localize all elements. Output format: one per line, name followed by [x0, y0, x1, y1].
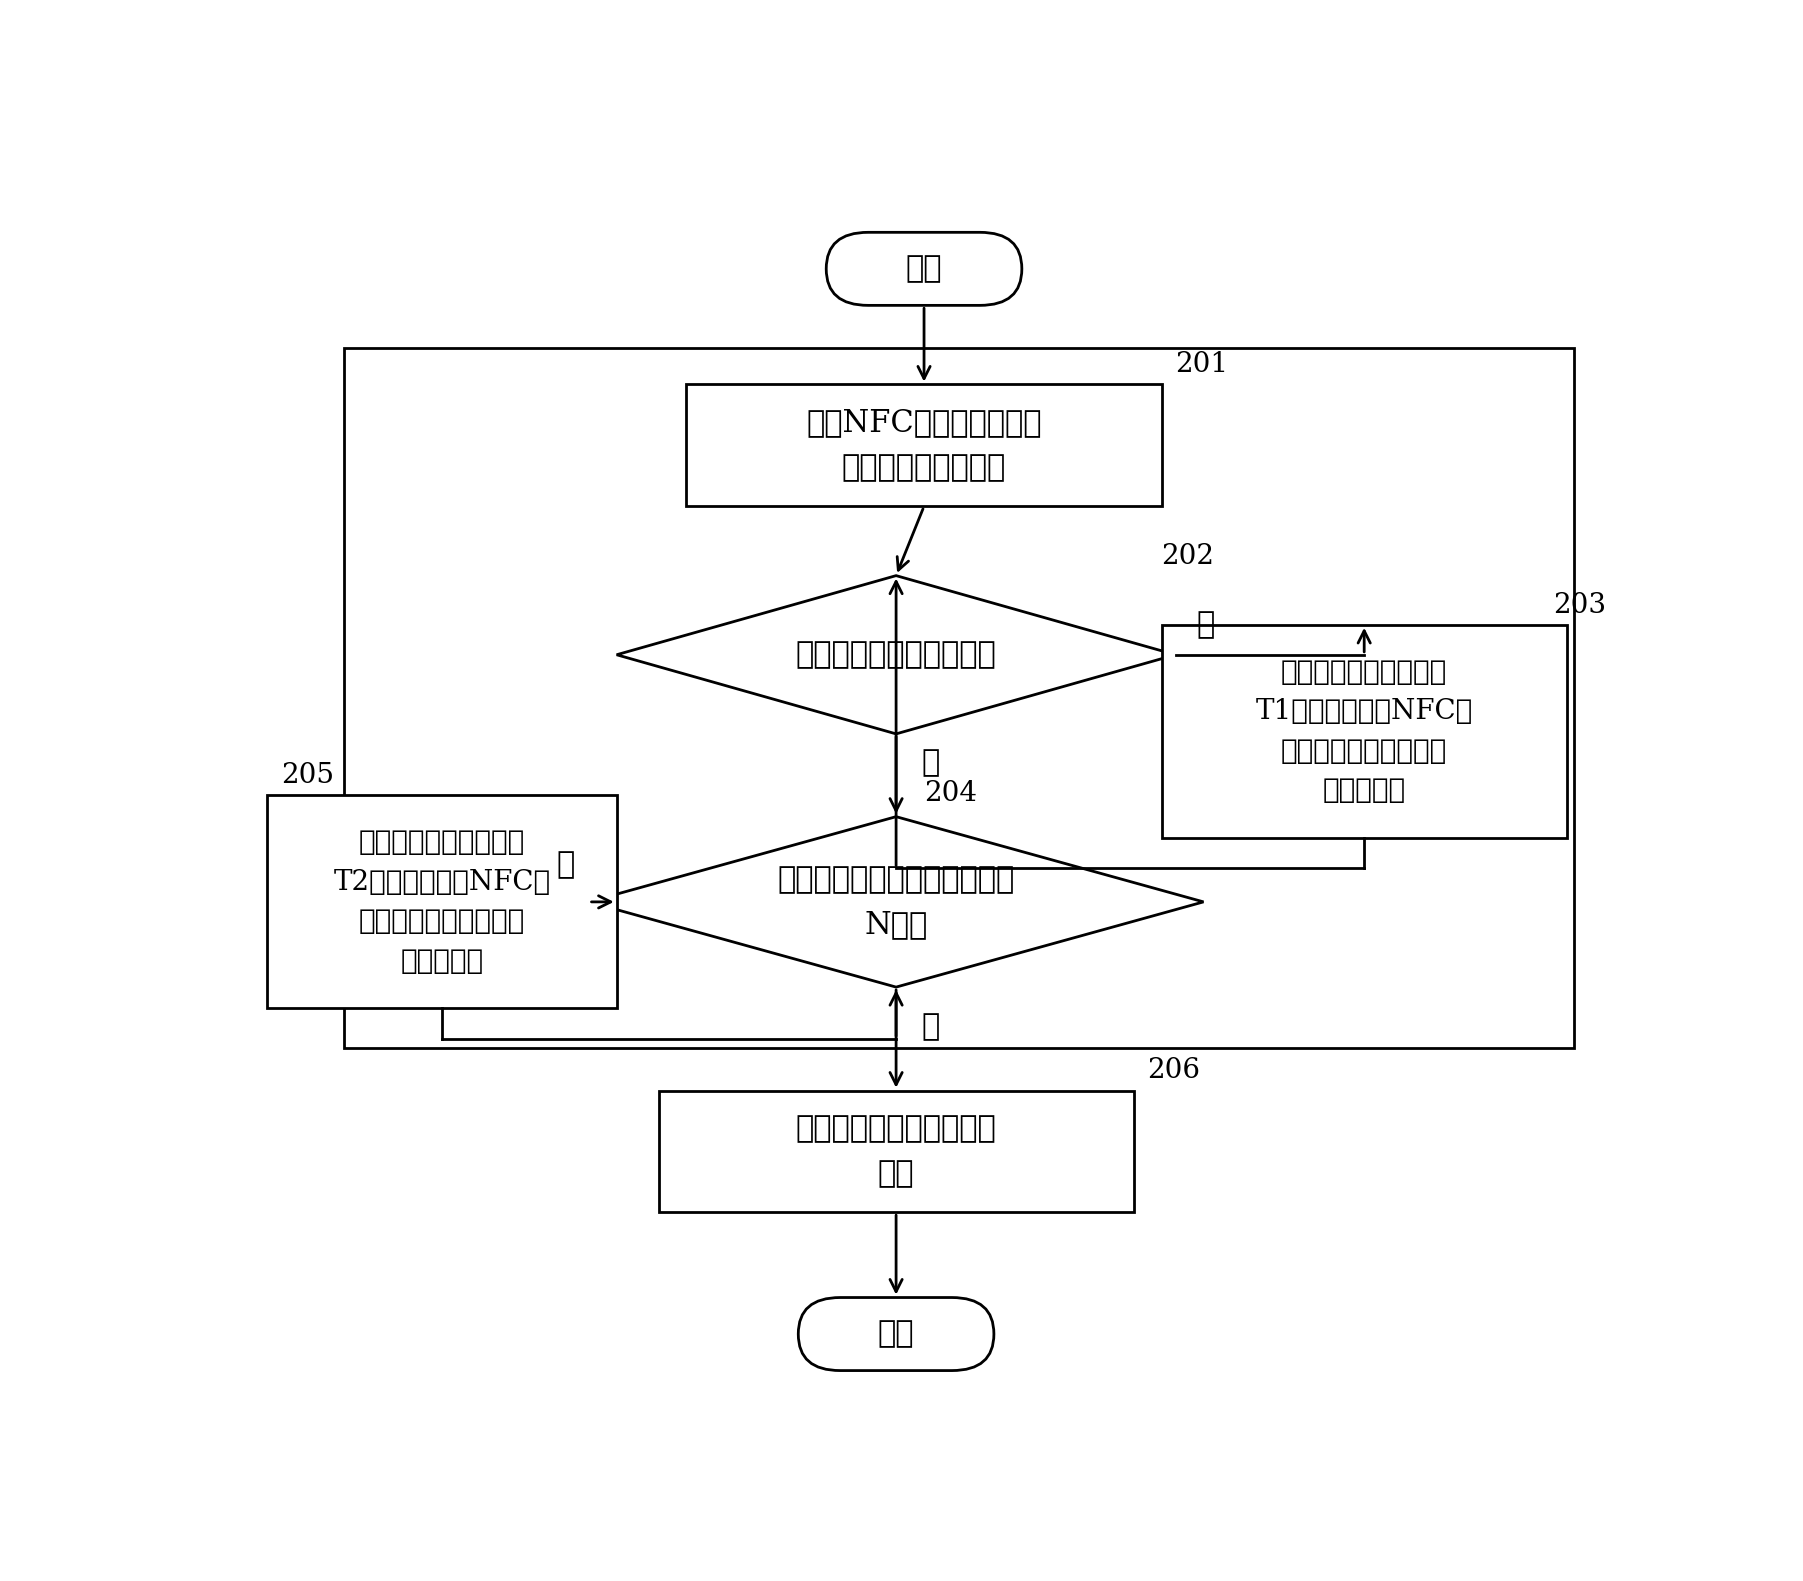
- Polygon shape: [617, 575, 1176, 734]
- Bar: [658, 1091, 1134, 1213]
- Text: 是: 是: [1197, 609, 1215, 640]
- Text: 201: 201: [1176, 351, 1228, 378]
- Text: 206: 206: [1149, 1058, 1201, 1085]
- Text: 结束: 结束: [878, 1319, 914, 1350]
- FancyBboxPatch shape: [826, 232, 1022, 305]
- Bar: [344, 348, 1574, 1048]
- Text: 开始: 开始: [905, 253, 943, 285]
- Bar: [687, 384, 1161, 506]
- Text: 202: 202: [1161, 542, 1215, 569]
- Text: 利用NFC功能，与外置标
签尝试建立通讯连接: 利用NFC功能，与外置标 签尝试建立通讯连接: [806, 408, 1042, 484]
- Text: 在预设的第一时间间隔
T1后，再次利用NFC功
能，与外置标签尝试建
立通讯连接: 在预设的第一时间间隔 T1后，再次利用NFC功 能，与外置标签尝试建 立通讯连接: [1255, 659, 1473, 805]
- Text: 通讯连接是否建立成功？: 通讯连接是否建立成功？: [795, 639, 997, 670]
- FancyBboxPatch shape: [799, 1298, 993, 1371]
- Text: 是: 是: [921, 1012, 939, 1042]
- Text: 否: 否: [557, 849, 575, 881]
- Text: 205: 205: [281, 762, 334, 789]
- Text: 204: 204: [925, 779, 977, 806]
- Bar: [1161, 624, 1567, 838]
- Text: 203: 203: [1552, 591, 1606, 618]
- Text: 连续建立失败的次数是否大于
N次？: 连续建立失败的次数是否大于 N次？: [777, 863, 1015, 941]
- Bar: [267, 795, 617, 1009]
- Text: 否: 否: [921, 748, 939, 778]
- Text: 在预设的第二时间间隔
T2后，再次利用NFC功
能，与外置标签尝试建
立通讯连接: 在预设的第二时间间隔 T2后，再次利用NFC功 能，与外置标签尝试建 立通讯连接: [334, 828, 550, 975]
- Polygon shape: [588, 817, 1204, 987]
- Text: 自动播放预先设定的报警
铃声: 自动播放预先设定的报警 铃声: [795, 1113, 997, 1189]
